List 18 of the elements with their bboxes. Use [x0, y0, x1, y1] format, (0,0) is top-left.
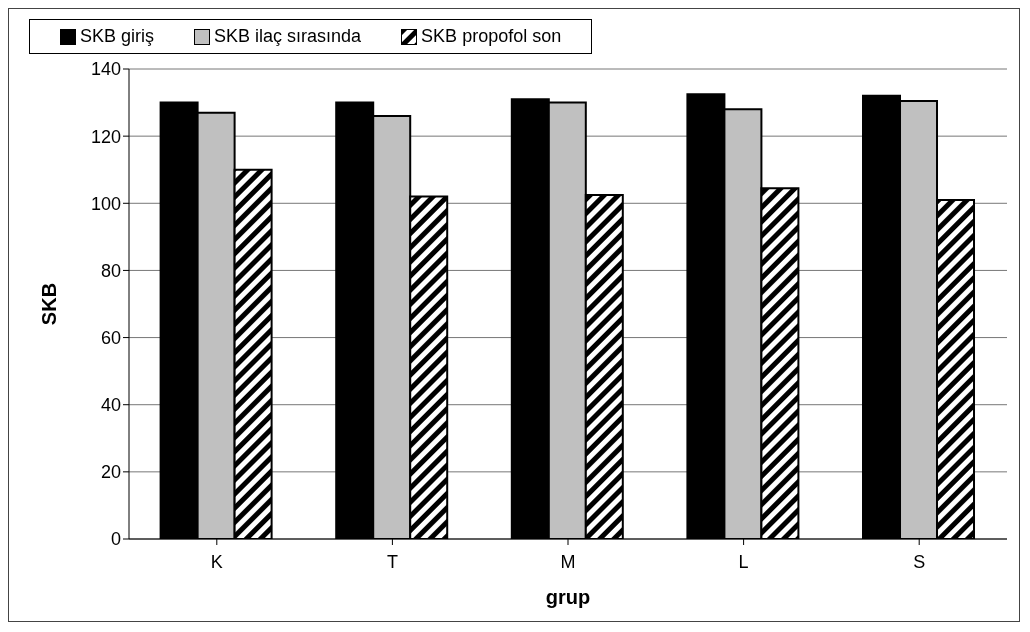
x-axis-title: grup — [545, 586, 591, 608]
x-tick-label: S — [913, 551, 926, 572]
y-tick-label: 60 — [100, 327, 121, 348]
y-tick-label: 40 — [100, 395, 121, 416]
y-tick-label: 20 — [100, 462, 121, 483]
y-tick-label: 80 — [100, 260, 121, 281]
x-tick-label: L — [738, 551, 749, 572]
x-tick-label: T — [386, 551, 398, 572]
x-tick-label: M — [560, 551, 576, 572]
y-tick-label: 120 — [90, 126, 121, 147]
legend-label: SKB giriş — [79, 26, 155, 47]
y-tick-label: 140 — [90, 59, 121, 80]
y-tick-label: 100 — [90, 193, 121, 214]
legend-label: SKB ilaç sırasında — [213, 26, 362, 47]
legend-label: SKB propofol son — [420, 26, 562, 47]
y-axis-title: SKB — [38, 282, 61, 326]
x-tick-label: K — [210, 551, 223, 572]
y-tick-label: 0 — [110, 529, 121, 550]
